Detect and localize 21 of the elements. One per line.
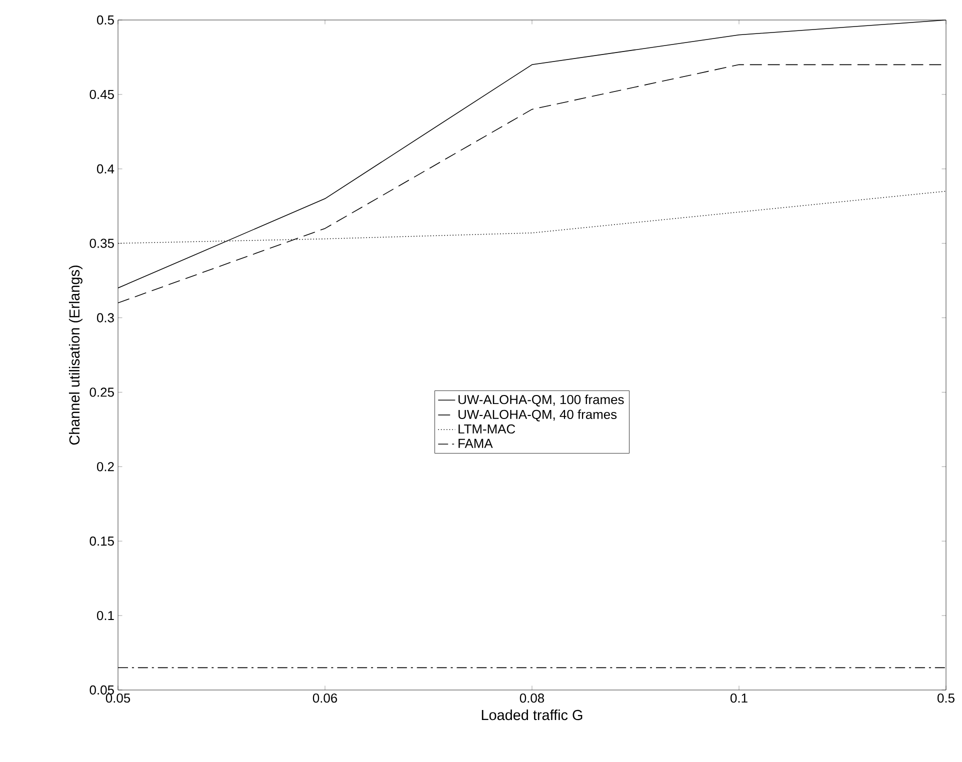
y-tick-label: 0.25 [90, 388, 114, 397]
y-tick-label: 0.05 [90, 685, 114, 695]
legend-label: UW-ALOHA-QM, 100 frames [458, 394, 624, 407]
x-tick-label: 0.08 [520, 694, 544, 703]
x-tick-label: 0.05 [106, 694, 130, 703]
x-tick-label: 0.06 [312, 694, 338, 703]
legend-label: FAMA [458, 438, 493, 448]
y-tick-label: 0.2 [96, 462, 114, 472]
legend-label: LTM-MAC [458, 424, 516, 434]
y-axis-title: Channel utilisation (Erlangs) [68, 266, 82, 445]
y-tick-label: 0.35 [90, 238, 114, 248]
x-tick-label: 0.5 [938, 694, 954, 703]
x-axis-title: Loaded traffic G [482, 710, 582, 720]
y-tick-label: 0.4 [96, 164, 114, 174]
legend-label: UW-ALOHA-QM, 40 frames [458, 410, 617, 422]
y-tick-label: 0.45 [90, 90, 114, 100]
y-tick-label: 0.3 [96, 313, 114, 322]
x-tick-label: 0.1 [730, 694, 748, 703]
y-tick-label: 0.5 [96, 15, 114, 25]
y-tick-label: 0.15 [90, 536, 114, 546]
y-tick-label: 0.1 [96, 610, 114, 620]
